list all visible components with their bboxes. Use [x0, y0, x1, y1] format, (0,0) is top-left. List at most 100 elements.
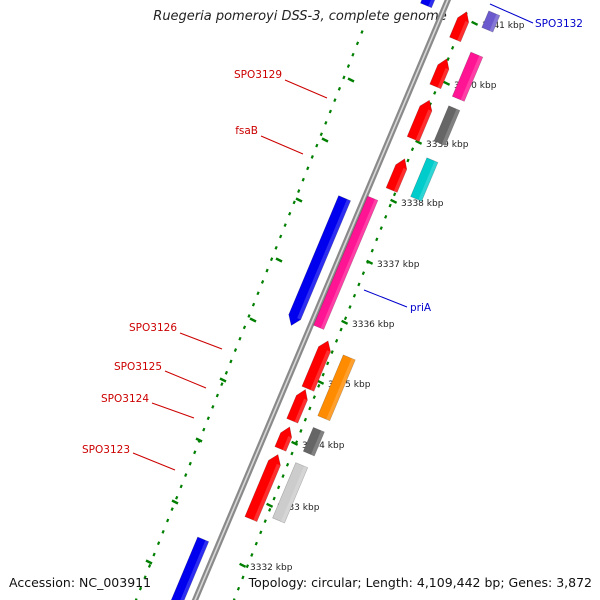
scale-dot — [321, 372, 325, 377]
gene-label[interactable]: SPO3126 — [129, 322, 177, 334]
gene-fsab-block — [385, 158, 408, 193]
gene-label-leader-line — [164, 370, 207, 389]
scale-dot — [175, 495, 179, 500]
gene-spo3129-block — [406, 99, 433, 142]
genome-summary: Topology: circular; Length: 4,109,442 bp… — [248, 575, 592, 590]
gene-label-leader-line — [489, 3, 534, 24]
inner-tick-mark — [171, 499, 179, 505]
scale-dot — [334, 338, 339, 343]
gene-label-leader-line — [284, 79, 328, 99]
gene-label-leader-line — [151, 402, 195, 419]
scale-dot — [355, 41, 360, 46]
scale-dot — [220, 382, 224, 387]
scale-dot — [245, 564, 250, 569]
scale-dot — [202, 427, 206, 432]
scale-dot — [303, 417, 308, 422]
feature-spo3130-block — [451, 51, 484, 102]
gene-priA-feature-block — [313, 195, 379, 330]
scale-dot — [312, 395, 316, 400]
scale-dot — [143, 575, 147, 580]
gene-label-leader-line — [260, 135, 304, 155]
kbp-ruler: 3332 kbp 3333 kbp 3334 kbp 3335 kbp 3336 kbp… — [134, 12, 525, 600]
scale-dot — [324, 120, 328, 125]
scale-dot — [184, 473, 188, 477]
gene-label[interactable]: SPO3123 — [82, 444, 130, 456]
gene-label[interactable]: fsaB — [235, 125, 258, 137]
kbp-tick-label: 3337 kbp — [377, 260, 420, 270]
scale-dot — [236, 586, 241, 591]
scale-dot — [343, 316, 348, 321]
kbp-tick-mark — [415, 139, 423, 145]
kbp-tick-label: 3334 kbp — [302, 441, 345, 451]
feature-spo3129-block — [433, 105, 461, 146]
scale-dot — [446, 57, 450, 61]
scale-dot — [292, 200, 296, 205]
scale-dot — [242, 325, 247, 330]
scale-dot — [392, 192, 397, 197]
scale-dot — [328, 109, 332, 114]
kbp-tick-label: 3340 kbp — [454, 81, 497, 91]
scale-dot — [211, 404, 215, 409]
gene-label-leader-line — [132, 452, 176, 471]
scale-dot — [315, 143, 319, 148]
scale-dot — [299, 429, 303, 433]
scale-dot — [388, 203, 392, 208]
scale-dot — [229, 359, 233, 364]
gene-label[interactable]: SPO3125 — [114, 361, 162, 373]
scale-dot — [337, 86, 342, 91]
scale-dot — [259, 530, 263, 535]
scale-dot — [333, 98, 337, 103]
outer-scale-dotted-line — [232, 12, 468, 600]
scale-dot — [215, 393, 219, 398]
feature-fsab-block — [410, 157, 439, 202]
gene-labels: SPO3132 SPO3129 fsaB priA SPO3126 SPO3125 SPO3… — [82, 3, 583, 471]
inner-scale-dotted-line — [134, 30, 364, 600]
scale-dot — [326, 361, 330, 366]
kbp-tick-label: 3341 kbp — [482, 21, 525, 31]
scale-dot — [301, 177, 305, 182]
scale-dot — [232, 598, 236, 600]
gene-label[interactable]: SPO3124 — [101, 393, 149, 405]
scale-dot — [256, 291, 260, 296]
scale-dot — [297, 189, 301, 193]
feature-spo3124-block — [302, 426, 325, 457]
scale-dot — [238, 336, 242, 341]
scale-dot — [134, 598, 138, 600]
gene-label[interactable]: priA — [410, 302, 432, 314]
inner-tick-mark — [275, 257, 283, 263]
scale-dot — [260, 280, 265, 284]
scale-dot — [308, 406, 312, 411]
gene-spo3130-block — [429, 58, 450, 90]
scale-dot — [342, 75, 346, 80]
scale-dot — [206, 416, 210, 421]
scale-dot — [152, 552, 156, 557]
scale-dot — [346, 64, 351, 68]
feature-top-block — [481, 10, 501, 33]
scale-dot — [306, 166, 310, 171]
gene-spo3124-block — [274, 426, 293, 452]
kbp-tick-mark — [366, 259, 374, 265]
kbp-tick-mark — [239, 562, 247, 568]
inner-tick-mark — [219, 377, 227, 383]
accession-label: Accession: NC_003911 — [9, 575, 152, 590]
kbp-tick-label: 3332 kbp — [250, 563, 293, 573]
scale-dot — [156, 541, 161, 546]
scale-dot — [263, 519, 267, 524]
scale-dot — [317, 383, 321, 388]
scale-dot — [268, 507, 272, 512]
kbp-tick-mark — [443, 80, 451, 86]
scale-dot — [272, 496, 276, 501]
gene-label[interactable]: SPO3132 — [535, 18, 583, 30]
scale-dot — [188, 461, 192, 466]
kbp-tick-mark — [291, 440, 299, 446]
inner-tick-mark — [321, 137, 329, 143]
scale-dot — [406, 158, 410, 163]
scale-dot — [170, 507, 174, 512]
scale-dot — [276, 485, 281, 490]
gene-label[interactable]: SPO3129 — [234, 69, 282, 81]
scale-dot — [339, 327, 343, 332]
scale-dot — [330, 350, 334, 354]
scale-dot — [348, 305, 352, 309]
scale-dot — [283, 223, 287, 228]
